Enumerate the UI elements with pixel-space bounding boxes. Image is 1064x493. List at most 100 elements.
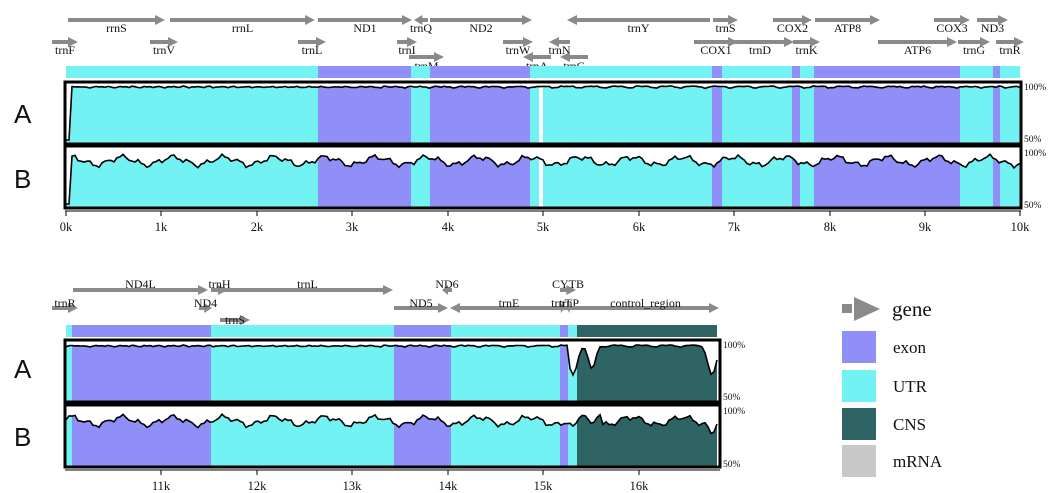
p1-gene-arrow-trnv <box>150 37 178 47</box>
p2-gene-arrow-trnr <box>52 303 78 313</box>
p1-gene-arrow-nd3 <box>977 15 1008 25</box>
p1-gene-label-atp6: ATP6 <box>904 43 931 57</box>
p1-gene-label-trnr: trnR <box>999 43 1020 57</box>
p2-tick-label-14k: 14k <box>439 479 459 493</box>
panel-1: rrnS rrnL ND1 trnQ ND2 trnY trnS COX2 ATP8 COX3 ND… <box>14 15 1046 234</box>
p1-band-9 <box>814 66 960 78</box>
p1-tick-label-7k: 7k <box>728 220 741 234</box>
p2-profile-a-band-0 <box>66 340 72 402</box>
legend-utr-label: UTR <box>893 377 928 396</box>
panel-2-x-axis: 11k 12k 13k 14k 15k 16k <box>65 469 720 493</box>
p2-profile-b-band-6 <box>568 405 577 467</box>
p2-gene-arrow-nd5 <box>394 303 448 313</box>
p1-gene-label-trnk: trnK <box>796 43 818 57</box>
percent-top-a: 100% <box>1024 83 1046 93</box>
p1-band-0 <box>66 66 318 78</box>
p1-gene-arrow-rrns <box>68 15 165 25</box>
percent-bottom-b-2: 50% <box>723 460 741 470</box>
p1-gene-label-atp8: ATP8 <box>834 21 861 35</box>
legend-gene-icon <box>842 297 880 321</box>
p1-gene-label-trnq: trnQ <box>410 21 432 35</box>
p1-profile-b-band-11 <box>993 146 1000 208</box>
p1-gene-arrow-cox2 <box>773 15 812 25</box>
p2-profile-a-band-4 <box>451 340 560 402</box>
percent-top-a-2: 100% <box>723 341 745 351</box>
p2-profile-b-frame <box>63 403 722 469</box>
panel-1-profile-b <box>63 144 1023 210</box>
p2-gene-label-nd4: ND4 <box>194 296 217 310</box>
p1-band-4 <box>530 66 712 78</box>
p1-tick-label-1k: 1k <box>155 220 168 234</box>
p1-gene-arrow-trnd <box>726 37 794 47</box>
p2-gene-arrow-trnt <box>558 303 565 313</box>
p1-gene-label-nd3: ND3 <box>981 21 1004 35</box>
p2-gene-label-nd4l: ND4L <box>125 277 156 291</box>
panel-1-x-axis: 0k 1k 2k 3k 4k 5k 6k 7k 8k 9k 10k <box>60 210 1030 234</box>
p1-profile-a-band-5 <box>712 82 722 144</box>
p2-profile-a-curve <box>65 344 718 377</box>
row-label-b-2: B <box>14 422 31 452</box>
p2-tick-label-13k: 13k <box>343 479 363 493</box>
p2-profile-a-band-2 <box>211 340 394 402</box>
p2-gene-arrow-nd6 <box>442 285 452 295</box>
p1-gene-arrow-trny <box>567 15 710 25</box>
p1-gene-arrow-trnn <box>549 37 570 47</box>
p1-profile-b-mask <box>66 146 1020 204</box>
p1-profile-b-band-7 <box>792 146 800 208</box>
p2-gene-label-control-region: control_region <box>610 296 681 310</box>
p1-profile-b-frame <box>63 144 1023 210</box>
p2-gene-label-trnl: trnL <box>297 277 318 291</box>
panel-1-annotation-bands <box>66 66 1020 78</box>
p1-gene-arrow-trnm <box>409 52 444 62</box>
p1-profile-a-band-9 <box>814 82 960 144</box>
legend: gene exon UTR CNS mRNA <box>842 297 943 477</box>
p1-band-11 <box>993 66 1000 78</box>
p1-gene-label-rrns: rrnS <box>106 21 127 35</box>
p1-gene-label-trng: trnG <box>963 43 985 57</box>
row-label-b: B <box>14 164 31 194</box>
p1-gene-label-nd1: ND1 <box>353 21 376 35</box>
p2-gene-label-trnh: trnH <box>209 277 231 291</box>
legend-mrna-label: mRNA <box>893 452 943 471</box>
p1-profile-a-band-8 <box>800 82 814 144</box>
p2-tick-label-11k: 11k <box>152 479 171 493</box>
p2-gene-label-trnr: trnR <box>54 296 75 310</box>
p2-gene-arrow-trnp <box>566 303 572 313</box>
legend-mrna-swatch <box>842 445 876 477</box>
p1-gene-arrow-atp6 <box>878 37 957 47</box>
p1-tick-label-4k: 4k <box>442 220 455 234</box>
p1-gene-label-trnf: trnF <box>55 43 75 57</box>
p2-profile-b-mask <box>66 405 719 434</box>
p2-gene-arrow-trnl <box>222 285 393 295</box>
p1-profile-a-band-11 <box>993 82 1000 144</box>
p1-gene-label-trnl: trnL <box>302 43 323 57</box>
p1-gene-arrow-trnw <box>503 37 533 47</box>
p2-gene-arrow-trnh <box>211 285 228 295</box>
p1-profile-b-band-5 <box>712 146 722 208</box>
p2-gene-label-trns: trnS <box>225 313 245 327</box>
legend-exon-swatch <box>842 331 876 363</box>
p1-profile-a-curve <box>66 85 1021 141</box>
legend-exon-label: exon <box>893 338 927 357</box>
p2-band-5 <box>560 325 568 337</box>
p1-gene-label-nd2: ND2 <box>469 21 492 35</box>
p1-tick-label-5k: 5k <box>537 220 550 234</box>
panel-1-profile-a <box>63 80 1023 146</box>
p1-gene-arrow-nd1 <box>318 15 412 25</box>
p1-gene-arrow-atp8 <box>815 15 880 25</box>
p2-profile-a-band-3 <box>394 340 451 402</box>
p1-band-2 <box>411 66 430 78</box>
p1-gap-a <box>539 82 543 144</box>
percent-top-b-2: 100% <box>723 407 745 417</box>
p1-gene-label-trnn: trnN <box>549 43 571 57</box>
p1-gene-arrow-rrnl <box>170 15 315 25</box>
percent-bottom-a: 50% <box>1024 135 1042 145</box>
p1-band-1 <box>318 66 411 78</box>
legend-cns-swatch <box>842 408 876 440</box>
p1-gene-label-trny: trnY <box>628 21 650 35</box>
panel-1-gene-track: rrnS rrnL ND1 trnQ ND2 trnY trnS COX2 ATP8 COX3 ND… <box>52 15 1024 73</box>
p2-band-7 <box>577 325 717 337</box>
p1-band-10 <box>960 66 993 78</box>
p1-profile-a-band-1 <box>318 82 411 144</box>
p2-band-1 <box>72 325 211 337</box>
